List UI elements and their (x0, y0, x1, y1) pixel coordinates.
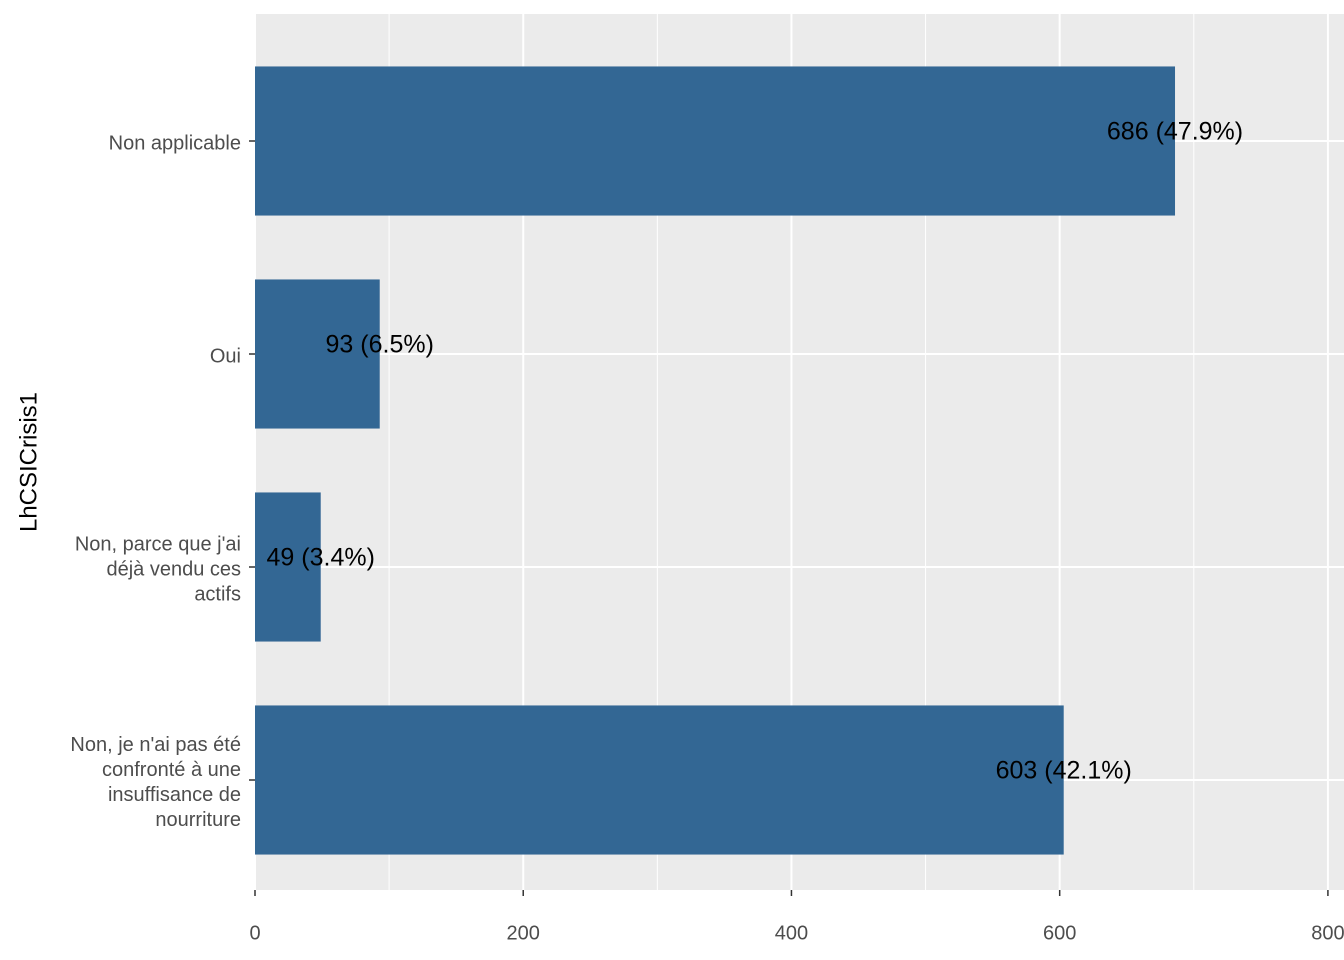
y-tick-label: déjà vendu ces (106, 558, 241, 580)
x-tick-label: 800 (1311, 922, 1344, 944)
y-tick-label: Non, je n'ai pas été (70, 734, 241, 756)
value-label: 686 (47.9%) (1107, 118, 1243, 146)
x-tick-label: 0 (249, 922, 260, 944)
bar (255, 705, 1064, 855)
x-tick-label: 200 (507, 922, 540, 944)
y-tick-label: Oui (210, 345, 241, 367)
y-tick-label: actifs (194, 583, 241, 605)
x-tick-label: 600 (1043, 922, 1076, 944)
bar (255, 492, 321, 642)
value-label: 93 (6.5%) (326, 331, 434, 359)
x-tick-label: 400 (775, 922, 808, 944)
value-label: 603 (42.1%) (996, 757, 1132, 785)
y-tick-label: nourriture (155, 809, 241, 831)
bar (255, 279, 380, 429)
y-axis-title: LhCSICrisis1 (15, 392, 42, 532)
y-tick-label: Non, parce que j'ai (75, 533, 241, 555)
value-label: 49 (3.4%) (267, 544, 375, 572)
bar (255, 66, 1176, 216)
y-tick-label: confronté à une (102, 759, 241, 781)
y-tick-label: insuffisance de (108, 784, 241, 806)
y-tick-label: Non applicable (109, 132, 241, 154)
